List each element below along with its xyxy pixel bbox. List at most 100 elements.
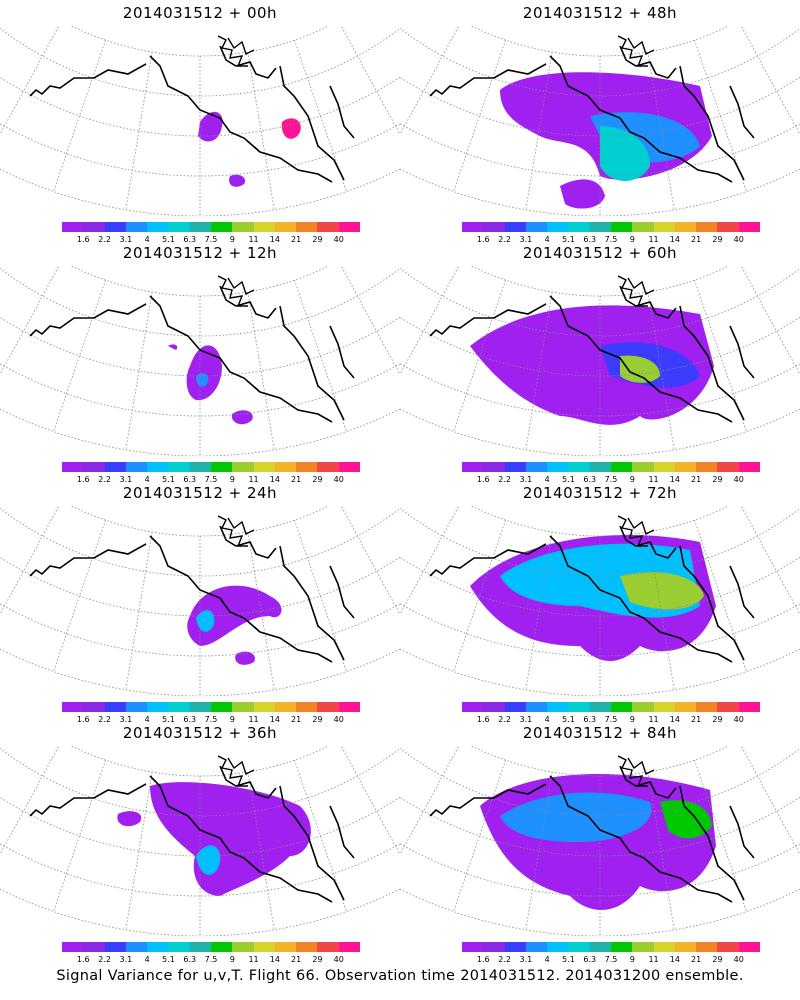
colorbar [62, 942, 360, 952]
colorbar-tick-label: 29 [712, 715, 723, 724]
colorbar [462, 702, 760, 712]
colorbar-swatch [632, 462, 654, 472]
meridian-line [400, 746, 421, 841]
colorbar-tick-label: 2.2 [498, 715, 511, 724]
colorbar-swatch [104, 702, 126, 712]
colorbar-swatch [525, 942, 548, 952]
coastline [429, 525, 755, 663]
colorbar-tick-label: 7.5 [604, 475, 618, 484]
panel-title: 2014031512 + 72h [522, 484, 678, 502]
variance-contour [620, 355, 660, 383]
colorbar-swatch [696, 462, 718, 472]
latitude-circle [0, 507, 400, 577]
meridian-line [779, 26, 800, 121]
latitude-circle [470, 506, 730, 537]
meridian-line [0, 506, 21, 601]
colorbar [62, 702, 360, 712]
latitude-circle [400, 556, 800, 617]
coastline [29, 285, 355, 423]
colorbar-swatch [83, 702, 105, 712]
meridian-line [400, 26, 421, 121]
colorbar-tick-label: 7.5 [204, 715, 218, 724]
coastline [29, 525, 355, 663]
colorbar-tick-label: 11 [648, 955, 659, 964]
forecast-panel-36h: 2014031512 + 36h 1.6 2.2 3.1 4 5.1 6.3 7.5 9 11 14… [0, 720, 400, 964]
colorbar-swatch [232, 462, 254, 472]
variance-contour [281, 118, 301, 139]
colorbar-swatch [296, 702, 318, 712]
colorbar-swatch [104, 942, 126, 952]
colorbar-swatch [168, 222, 190, 232]
colorbar-tick-label: 5.1 [162, 235, 175, 244]
meridian-line [340, 26, 400, 136]
colorbar-tick-label: 40 [333, 475, 344, 484]
colorbar-swatch [83, 462, 105, 472]
variance-contour [150, 782, 311, 896]
meridian-line [453, 520, 506, 672]
coastline [429, 765, 755, 903]
polar-map [0, 506, 400, 696]
colorbar-swatch [296, 462, 318, 472]
colorbar [62, 222, 360, 232]
colorbar-swatch [547, 702, 569, 712]
latitude-circle [70, 506, 330, 537]
colorbar-swatch [525, 222, 548, 232]
colorbar-tick-label: 29 [312, 235, 323, 244]
panel-title: 2014031512 + 12h [122, 244, 278, 262]
colorbar-tick-label: 5.1 [562, 715, 575, 724]
colorbar-tick-label: 9 [229, 955, 235, 964]
colorbar-tick-label: 1.6 [476, 715, 490, 724]
colorbar-swatch [504, 702, 526, 712]
coastline [29, 765, 355, 903]
colorbar-tick-label: 4 [144, 955, 150, 964]
colorbar-labels: 1.6 2.2 3.1 4 5.1 6.3 7.5 9 11 14 21 29 40 [462, 955, 762, 965]
meridian-line [453, 760, 506, 912]
colorbar-swatch [338, 702, 360, 712]
colorbar-swatch [589, 222, 611, 232]
latitude-circle [0, 267, 400, 337]
colorbar-swatch [147, 222, 169, 232]
colorbar-tick-label: 21 [291, 715, 302, 724]
colorbar-tick-label: 9 [629, 955, 635, 964]
polar-map [400, 26, 800, 216]
colorbar-tick-label: 14 [269, 235, 280, 244]
latitude-circle [400, 747, 800, 817]
colorbar-swatch [610, 222, 633, 232]
colorbar-swatch [338, 942, 360, 952]
latitude-circle [400, 267, 800, 337]
colorbar-tick-label: 3.1 [519, 955, 533, 964]
meridian-line [125, 771, 153, 930]
colorbar-swatch [717, 462, 739, 472]
variance-contour [620, 572, 704, 610]
colorbar-swatch [317, 702, 339, 712]
coastline [29, 45, 355, 183]
colorbar-swatch [62, 942, 84, 952]
colorbar-tick-label: 11 [648, 475, 659, 484]
colorbar-tick-label: 2.2 [498, 955, 511, 964]
meridian-line [0, 506, 60, 616]
meridian-line [53, 280, 106, 432]
variance-contour [560, 179, 605, 209]
colorbar-tick-label: 5.1 [562, 475, 575, 484]
meridian-line [647, 51, 675, 210]
arctic-islands [617, 755, 655, 787]
colorbar-tick-label: 3.1 [519, 715, 533, 724]
colorbar-tick-label: 2.2 [498, 475, 511, 484]
colorbar-swatch [189, 702, 211, 712]
colorbar-tick-label: 6.3 [183, 955, 197, 964]
colorbar-tick-label: 11 [248, 235, 259, 244]
colorbar-swatch [547, 222, 569, 232]
colorbar-swatch [253, 942, 275, 952]
arctic-islands [617, 515, 655, 547]
colorbar-swatch [62, 702, 84, 712]
colorbar-tick-label: 29 [712, 955, 723, 964]
meridian-line [340, 266, 400, 376]
variance-contour [660, 800, 712, 839]
colorbar-swatch [504, 222, 526, 232]
colorbar-swatch [274, 222, 297, 232]
meridian-line [400, 746, 460, 856]
colorbar-tick-label: 40 [333, 235, 344, 244]
colorbar-swatch [589, 942, 611, 952]
meridian-line [740, 26, 800, 136]
arctic-islands [217, 35, 255, 67]
